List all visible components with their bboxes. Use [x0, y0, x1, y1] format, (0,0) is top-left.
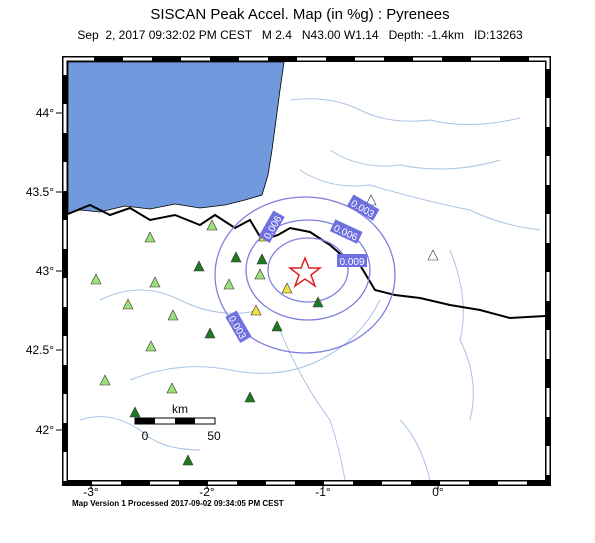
rivers — [79, 98, 541, 480]
y-tick-label: 42° — [36, 423, 54, 437]
station — [204, 327, 216, 339]
x-tick-label: -3° — [83, 485, 99, 499]
subtitle: Sep 2, 2017 09:32:02 PM CEST M 2.4 N43.0… — [77, 28, 523, 42]
contour-label: 0.009 — [337, 254, 367, 268]
contour-label-box — [347, 194, 380, 221]
station — [99, 374, 111, 386]
station — [244, 391, 256, 403]
station — [206, 219, 218, 231]
y-tick-label: 44° — [36, 106, 54, 120]
scale-bar: km 0 50 — [134, 402, 221, 443]
ocean — [68, 62, 285, 215]
station — [223, 278, 235, 290]
scale-unit: km — [172, 402, 188, 416]
station — [312, 296, 324, 308]
y-tick-label: 43.5° — [26, 185, 54, 199]
contour-label-box — [337, 254, 367, 267]
epicenter — [287, 255, 323, 288]
station — [144, 231, 156, 243]
y-tick-label: 42.5° — [26, 343, 54, 357]
station — [182, 454, 194, 466]
footer: Map Version 1 Processed 2017-09-02 09:34… — [72, 499, 284, 508]
contour-label-box — [329, 219, 363, 244]
station — [271, 320, 283, 332]
border — [68, 203, 545, 320]
contours — [214, 196, 396, 354]
station — [145, 340, 157, 352]
station — [250, 304, 262, 316]
station — [281, 282, 293, 294]
x-tick-label: -1° — [315, 485, 331, 499]
station — [256, 253, 268, 265]
scale-start: 0 — [142, 429, 149, 443]
station — [193, 260, 205, 272]
scale-end: 50 — [207, 429, 221, 443]
contour-label-box — [225, 310, 252, 343]
station — [166, 382, 178, 394]
x-tick-label: -2° — [199, 485, 215, 499]
title: SISCAN Peak Accel. Map (in %g) : Pyrenee… — [150, 6, 449, 23]
station — [90, 273, 102, 285]
station — [254, 268, 266, 280]
station — [427, 249, 439, 261]
station — [122, 298, 134, 310]
contour-label-text: 0.009 — [339, 257, 364, 268]
x-tick-label: 0° — [432, 485, 444, 499]
station — [167, 309, 179, 321]
frame-pattern — [63, 57, 550, 485]
station — [230, 251, 242, 263]
y-tick-label: 43° — [36, 264, 54, 278]
station — [129, 406, 141, 418]
station — [149, 276, 161, 288]
contour-label-box — [258, 210, 285, 243]
